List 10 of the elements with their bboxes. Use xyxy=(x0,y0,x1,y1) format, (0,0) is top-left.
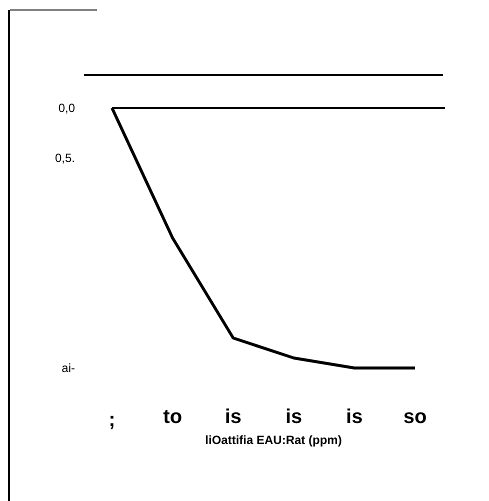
text: ; xyxy=(108,409,116,431)
x-tick-label: is xyxy=(285,406,302,428)
y-tick-label: 0,5. xyxy=(54,150,75,165)
x-axis-title: liOattifia EAU:Rat (ppm) xyxy=(205,433,342,447)
x-tick-label: is xyxy=(224,406,242,428)
y-tick-label: 0,0 xyxy=(58,100,76,115)
x-tick-label: to xyxy=(163,406,182,428)
y-tick-label: ai- xyxy=(62,360,75,375)
x-tick-label: so xyxy=(403,406,427,428)
x-tick-label: is xyxy=(346,406,363,428)
